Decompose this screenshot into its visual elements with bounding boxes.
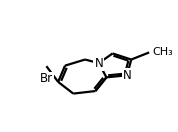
Text: N: N xyxy=(123,69,132,82)
Text: Br: Br xyxy=(40,72,53,85)
Text: CH₃: CH₃ xyxy=(152,47,173,57)
Text: N: N xyxy=(95,57,103,70)
